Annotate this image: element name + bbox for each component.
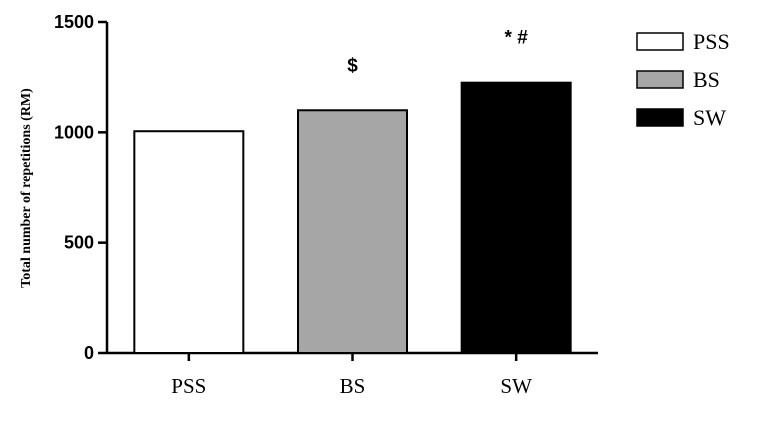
legend-label: PSS xyxy=(693,29,730,54)
y-tick-label: 500 xyxy=(64,233,94,253)
y-axis: 0 500 1000 1500 xyxy=(54,12,109,363)
x-tick-label: PSS xyxy=(171,374,206,398)
significance-annotations: $ * # xyxy=(347,28,528,77)
legend: PSS BS SW xyxy=(636,29,730,130)
legend-swatch-sw xyxy=(636,108,684,127)
legend-label: SW xyxy=(693,105,726,130)
bar-bs xyxy=(297,109,408,355)
y-tick-label: 0 xyxy=(84,343,94,363)
x-axis: PSS BS SW xyxy=(107,351,598,398)
bars xyxy=(133,81,572,355)
legend-label: BS xyxy=(693,67,720,92)
x-tick-label: BS xyxy=(340,374,366,398)
significance-marker: $ xyxy=(347,55,358,76)
y-tick-label: 1500 xyxy=(54,12,94,32)
bar-pss xyxy=(133,130,245,354)
y-axis-title: Total number of repetitions (RM) xyxy=(19,88,34,288)
y-tick-label: 1000 xyxy=(54,122,94,142)
bar-sw xyxy=(460,81,572,355)
legend-swatch-pss xyxy=(636,32,684,51)
significance-marker: * # xyxy=(505,28,529,49)
x-tick-label: SW xyxy=(500,374,532,398)
legend-swatch-bs xyxy=(636,70,684,89)
